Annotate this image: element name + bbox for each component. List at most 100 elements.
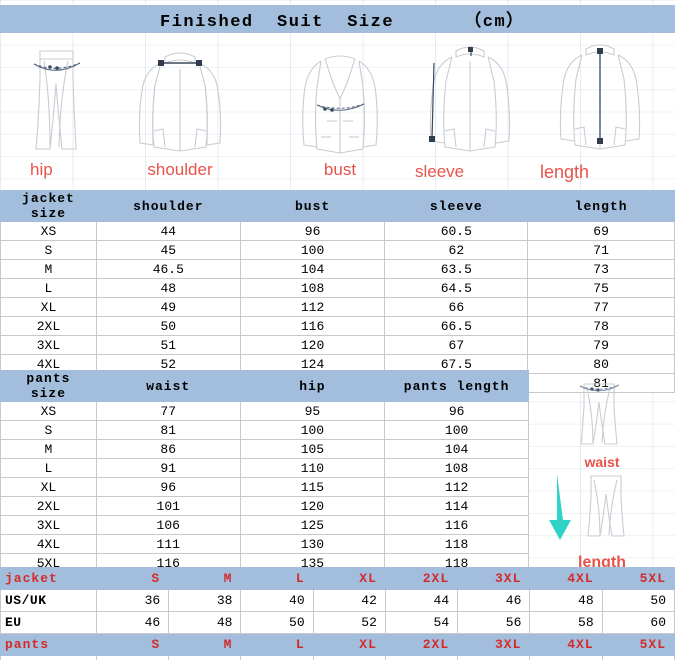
pants-hip-cell: 105 — [239, 439, 386, 459]
conv-pants-size-3xl: 3XL — [457, 633, 531, 656]
table-row: 2XL 101 120 114 — [0, 496, 529, 516]
conv-pants-size-4xl: 4XL — [529, 633, 603, 656]
down-arrow-icon — [549, 474, 571, 540]
conv-cell: 50 — [601, 589, 675, 612]
jacket-header-length: length — [527, 190, 675, 222]
pants-length-cell: 100 — [384, 420, 529, 440]
conv-pants-size-l: L — [240, 633, 314, 656]
jacket-header-shoulder: shoulder — [95, 190, 241, 222]
conv-cell: 40 — [457, 655, 531, 660]
conv-cell: 42 — [312, 589, 386, 612]
waist-figure: waist — [529, 372, 675, 469]
shoulder-figure: shoulder — [120, 39, 240, 178]
pants-length-cell: 118 — [384, 534, 529, 554]
jacket-length-cell: 78 — [527, 316, 675, 336]
bust-figure: bust — [290, 39, 390, 178]
pants-waist-cell: 106 — [95, 515, 241, 535]
conv-cell: 46 — [95, 611, 170, 634]
conv-pants-label: pants — [0, 633, 97, 656]
pants-header-hip: hip — [239, 370, 386, 402]
table-row: L 48 108 64.5 75 — [0, 278, 675, 298]
jacket-shoulder-cell: 45 — [95, 240, 241, 260]
table-row: 3XL 51 120 67 79 — [0, 335, 675, 355]
conv-jacket-size-xl: XL — [312, 567, 386, 590]
jacket-shoulder-cell: 46.5 — [95, 259, 241, 279]
pants-size-cell: 2XL — [0, 496, 97, 516]
pants-waist-cell: 91 — [95, 458, 241, 478]
table-row: XS 44 96 60.5 69 — [0, 221, 675, 241]
table-row: 2XL 50 116 66.5 78 — [0, 316, 675, 336]
conv-jacket-size-s: S — [95, 567, 170, 590]
jacket-header-sleeve: sleeve — [384, 190, 529, 222]
conv-jacket-size-3xl: 3XL — [457, 567, 531, 590]
pants-waist-cell: 81 — [95, 420, 241, 440]
pants-header-length: pants length — [384, 370, 529, 402]
pants-hip-cell: 120 — [239, 496, 386, 516]
jacket-sleeve-cell: 64.5 — [384, 278, 529, 298]
pants-waist-cell: 101 — [95, 496, 241, 516]
jacket-length-cell: 79 — [527, 335, 675, 355]
sleeve-figure-label: sleeve — [415, 162, 465, 181]
pants-waist-cell: 77 — [95, 401, 241, 421]
jacket-size-cell: S — [0, 240, 97, 260]
pants-length-cell: 112 — [384, 477, 529, 497]
conv-jacket-size-5xl: 5XL — [601, 567, 675, 590]
conv-jacket-size-4xl: 4XL — [529, 567, 603, 590]
jacket-length-cell: 73 — [527, 259, 675, 279]
jacket-back-length-icon — [559, 44, 641, 150]
pants-hip-cell: 100 — [239, 420, 386, 440]
jacket-shoulder-cell: 51 — [95, 335, 241, 355]
pants-measurement-illustrations: waist length — [529, 370, 675, 571]
pants-waist-cell: 86 — [95, 439, 241, 459]
jacket-sleeve-cell: 66 — [384, 297, 529, 317]
conv-jacket-label: jacket — [0, 567, 97, 590]
pants-length-cell: 114 — [384, 496, 529, 516]
pants-header-size: pants size — [0, 370, 97, 402]
table-row: XL 96 115 112 — [0, 477, 529, 497]
pants-length-figure-label: length — [578, 554, 626, 571]
jacket-shoulder-cell: 50 — [95, 316, 241, 336]
pants-length-cell: 104 — [384, 439, 529, 459]
pants-table-header-row: pants size waist hip pants length — [0, 370, 529, 402]
bust-figure-label: bust — [323, 160, 357, 179]
jacket-length-cell: 77 — [527, 297, 675, 317]
conv-cell: 60 — [601, 611, 675, 634]
conv-cell: 46 — [457, 589, 531, 612]
pants-size-table: pants size waist hip pants length XS 77 … — [0, 370, 529, 573]
pants-hip-cell: 95 — [239, 401, 386, 421]
conv-cell: 58 — [529, 611, 603, 634]
jacket-sleeve-cell: 67 — [384, 335, 529, 355]
jacket-header-bust: bust — [239, 190, 386, 222]
conv-cell: 38 — [384, 655, 459, 660]
conv-cell: 48 — [168, 611, 242, 634]
chart-title-banner: Finished Suit Size （cm） — [0, 5, 675, 33]
pants-length-icon — [549, 474, 625, 540]
pants-size-cell: XL — [0, 477, 97, 497]
jacket-length-cell: 75 — [527, 278, 675, 298]
conv-cell: 48 — [529, 589, 603, 612]
jacket-length-cell: 81 — [527, 373, 675, 393]
pants-size-cell: L — [0, 458, 97, 478]
jacket-sleeve-cell: 63.5 — [384, 259, 529, 279]
jacket-length-cell: 71 — [527, 240, 675, 260]
pants-waist-icon — [579, 383, 620, 445]
conv-cell: 40 — [240, 589, 314, 612]
jacket-size-cell: M — [0, 259, 97, 279]
jacket-shoulder-cell: 48 — [95, 278, 241, 298]
conv-cell: 56 — [457, 611, 531, 634]
pants-header-waist: waist — [95, 370, 241, 402]
pants-hip-cell: 110 — [239, 458, 386, 478]
page-title: Finished Suit Size （cm） — [160, 13, 525, 32]
jacket-size-table: jacket size shoulder bust sleeve length … — [0, 190, 675, 393]
jacket-bust-cell: 120 — [239, 335, 386, 355]
jacket-size-cell: 3XL — [0, 335, 97, 355]
jacket-bust-cell: 116 — [239, 316, 386, 336]
pants-size-cell: 4XL — [0, 534, 97, 554]
conv-pants-size-m: M — [168, 633, 242, 656]
jacket-shoulder-cell: 44 — [95, 221, 241, 241]
measurement-illustrations: hip shoulder — [0, 33, 675, 188]
conv-cell: 30 — [95, 655, 170, 660]
pants-size-cell: S — [0, 420, 97, 440]
pants-waist-cell: 96 — [95, 477, 241, 497]
